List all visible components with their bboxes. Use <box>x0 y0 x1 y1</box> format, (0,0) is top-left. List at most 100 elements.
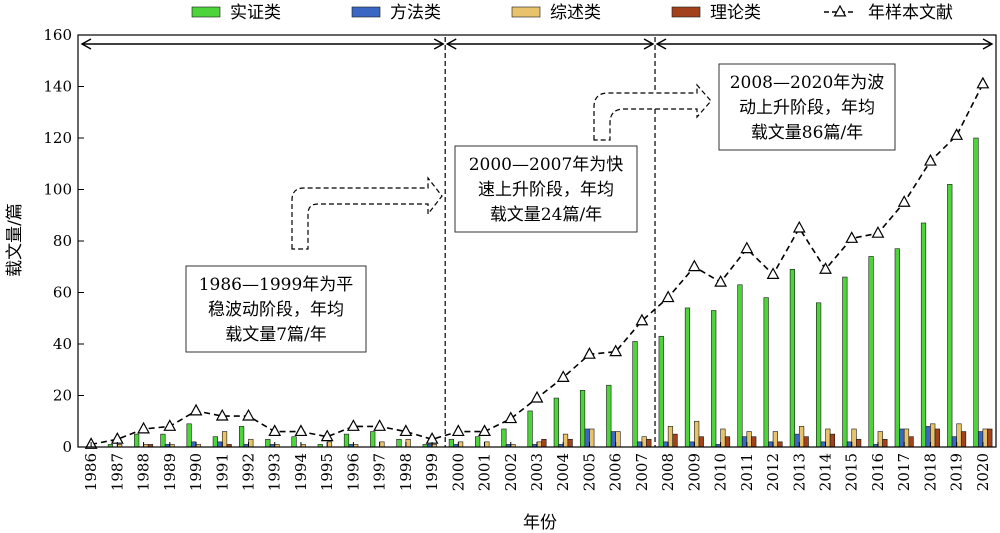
bar-4-2014 <box>829 433 836 448</box>
bar-2-2020 <box>977 431 984 448</box>
x-tick-label: 2010 <box>712 453 730 491</box>
axes: 0 20 40 60 80 100 120 140 160 1986 1987 1988 1989 199… <box>43 26 997 491</box>
y-tick-label: 20 <box>53 387 72 405</box>
phase-note-line: 1986—1999年为平 <box>199 275 354 295</box>
bar-1-1988 <box>134 433 140 448</box>
total-line-series <box>84 76 990 449</box>
bar-4-2009 <box>698 436 704 448</box>
line-point-1994 <box>294 424 308 437</box>
phase-span-right-head <box>433 38 445 50</box>
x-tick-label: 1999 <box>423 453 441 491</box>
x-tick-label: 1988 <box>135 453 153 491</box>
bar-4-2003 <box>541 438 547 448</box>
bar-3-2018 <box>930 423 936 448</box>
line-point-1996 <box>346 419 360 431</box>
line-point-1995 <box>320 429 334 442</box>
line-point-2008 <box>661 290 675 303</box>
phase-span-left-head <box>445 38 457 50</box>
bar-3-2003 <box>536 441 542 448</box>
bar-2-2017 <box>899 428 905 448</box>
bar-1-2000 <box>448 438 455 448</box>
legend-label: 方法类 <box>390 3 441 23</box>
bar-1-2010 <box>711 310 717 448</box>
bar-3-1997 <box>379 441 385 448</box>
phase-span-left-head <box>655 38 667 50</box>
bar-1-2020 <box>973 137 979 448</box>
bar-2-1991 <box>217 441 223 448</box>
x-tick-label: 2002 <box>502 453 520 491</box>
bar-3-2013 <box>798 426 805 448</box>
bar-1-2002 <box>501 428 507 448</box>
bar-2-2009 <box>689 441 695 448</box>
phase-span-arrow-1 <box>80 38 445 50</box>
bar-2-2005 <box>584 428 590 448</box>
bar-1-2008 <box>658 335 664 448</box>
line-point-2007 <box>635 313 649 326</box>
y-tick-label: 80 <box>53 232 72 250</box>
phase-note-line: 动上升阶段，年均 <box>739 98 875 118</box>
line-point-2014 <box>819 262 832 274</box>
phase-span-right-head <box>643 38 655 50</box>
line-point-2018 <box>924 153 937 166</box>
x-tick-label: 2015 <box>843 453 861 491</box>
bar-1-1998 <box>396 438 402 448</box>
bar-1-2003 <box>527 410 533 448</box>
legend-item-5: 年样本文献 <box>824 3 953 23</box>
x-tick-label: 2016 <box>869 453 887 491</box>
legend-swatch <box>511 6 541 18</box>
phase-note-line: 载文量86篇/年 <box>751 123 863 143</box>
line-point-2000 <box>451 424 465 437</box>
x-tick-label: 1996 <box>344 453 362 491</box>
bar-3-2012 <box>772 431 778 448</box>
bar-2-2018 <box>925 426 931 448</box>
bar-3-2017 <box>903 428 910 448</box>
bar-4-2019 <box>960 431 967 448</box>
legend-item-3: 综述类 <box>511 3 601 23</box>
line-point-2015 <box>845 231 859 243</box>
bar-2-2013 <box>794 433 800 448</box>
bar-4-2004 <box>567 438 573 448</box>
legend-swatch <box>671 6 701 18</box>
bar-1-2016 <box>868 256 874 448</box>
line-point-1990 <box>189 403 203 416</box>
legend-label: 综述类 <box>550 3 601 23</box>
line-point-1993 <box>268 424 282 437</box>
y-tick-label: 140 <box>43 78 72 96</box>
bar-3-2008 <box>667 426 674 448</box>
bar-3-2006 <box>615 431 621 448</box>
x-tick-label: 1990 <box>187 453 205 491</box>
phase-note-box <box>185 265 367 353</box>
bar-1-1996 <box>343 433 350 448</box>
bar-1-2013 <box>789 269 795 448</box>
bar-3-1992 <box>248 438 254 448</box>
phase-transition-arrow-1 <box>291 176 443 250</box>
x-tick-label: 2005 <box>581 453 599 491</box>
bar-1-1997 <box>370 431 376 448</box>
x-tick-label: 2012 <box>764 453 782 491</box>
bar-1-2012 <box>763 297 769 448</box>
phase-span-arrow-2 <box>445 38 655 50</box>
line-point-2001 <box>478 424 491 437</box>
bar-3-1998 <box>405 438 411 448</box>
line-point-2002 <box>504 411 518 424</box>
bar-3-2011 <box>746 431 752 448</box>
legend-swatch <box>191 6 221 18</box>
bar-3-1995 <box>326 441 333 448</box>
bar-4-2010 <box>724 436 731 448</box>
line-point-2013 <box>792 220 806 233</box>
x-tick-label: 1993 <box>266 453 284 491</box>
bar-4-2018 <box>934 428 940 448</box>
line-point-2005 <box>583 347 596 359</box>
legend-label: 实证类 <box>230 3 281 23</box>
bar-4-2011 <box>751 436 757 448</box>
bar-3-2014 <box>825 428 831 448</box>
y-tick-label: 60 <box>53 284 72 302</box>
x-tick-label: 2008 <box>659 453 677 491</box>
legend: 实证类 方法类 综述类 理论类 年样本文献 <box>191 3 953 23</box>
line-point-2010 <box>714 274 728 287</box>
phase-note-line: 载文量7篇/年 <box>225 325 327 345</box>
bar-4-2008 <box>672 433 678 448</box>
